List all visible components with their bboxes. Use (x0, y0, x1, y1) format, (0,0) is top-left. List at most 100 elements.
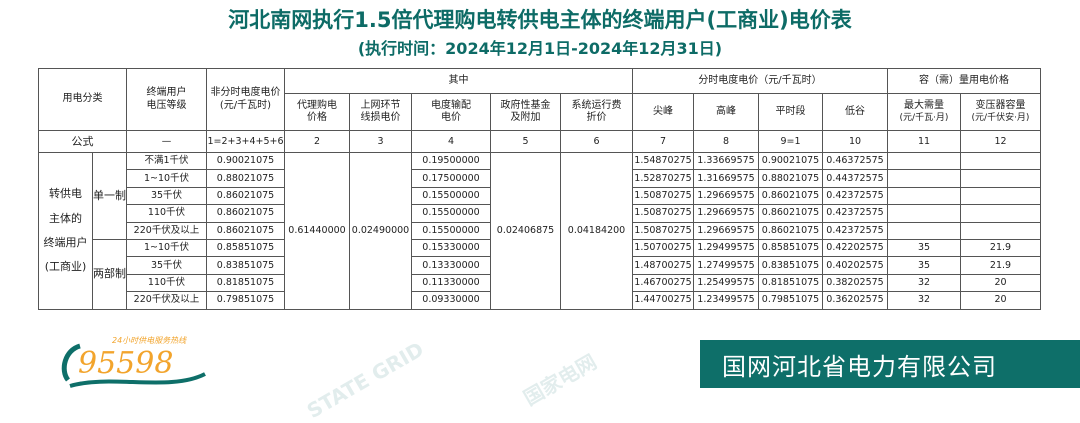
table-row: 两部制 1~10千伏 0.85851075 0.15330000 1.50700275 1… (39, 238, 1041, 310)
header-sys: 系统运行费 折价 (560, 93, 633, 131)
gov-fund-cell: 0.02406875 (490, 152, 561, 310)
header-peak-top: 尖峰 (632, 93, 694, 131)
voltage-cell: 35千伏 (126, 186, 207, 206)
max-demand-cell (887, 169, 961, 188)
formula-cell: 11 (887, 130, 961, 153)
formula-cell: — (126, 130, 207, 153)
valley-cell: 0.44372575 (822, 169, 888, 188)
header-tou: 分时电度电价（元/千瓦时） (632, 68, 888, 94)
voltage-cell: 110千伏 (126, 273, 207, 293)
nontou-price-cell: 0.83851075 (206, 256, 285, 275)
peak-cell: 1.25499575 (693, 273, 759, 293)
flat-cell: 0.86021075 (758, 186, 823, 206)
system-fee-cell: 0.04184200 (560, 152, 633, 310)
company-name: 国网河北省电力有限公司 (722, 352, 997, 381)
nontou-price-cell: 0.88021075 (206, 169, 285, 188)
valley-cell: 0.42372575 (822, 221, 888, 240)
formula-cell: 10 (822, 130, 888, 153)
formula-cell: 2 (284, 130, 350, 153)
hotline-swoosh-icon (61, 343, 206, 388)
user-group-cell: 转供电 主体的 终端用户 (工商业) (38, 152, 93, 310)
header-category: 用电分类 (38, 68, 127, 131)
formula-cell: 5 (490, 130, 561, 153)
hotline-logo: 24小时供电服务热线 95598 (60, 336, 210, 392)
header-peak: 高峰 (693, 93, 759, 131)
two-part-system-cell: 两部制 (92, 238, 127, 310)
transformer-label: 变压器容量 (975, 100, 1026, 112)
peak-cell: 1.33669575 (693, 151, 759, 171)
table-row: 220千伏及以上 0.79851075 0.09330000 1.44700275 1.… (39, 291, 1041, 310)
formula-cell: 3 (349, 130, 412, 153)
transmission-price-cell: 0.15500000 (411, 221, 491, 240)
nontou-price-cell: 0.85851075 (206, 238, 285, 258)
flat-cell: 0.88021075 (758, 169, 823, 188)
transformer-cell (960, 221, 1041, 240)
voltage-cell: 不满1千伏 (126, 151, 207, 171)
header-of-which: 其中 (284, 68, 633, 94)
peak-top-cell: 1.50870275 (632, 204, 694, 223)
transmission-price-cell: 0.15500000 (411, 186, 491, 206)
transformer-cell (960, 186, 1041, 206)
table-row: 110千伏 0.86021075 0.15500000 1.50870275 1.296… (39, 204, 1041, 223)
price-table: 用电分类 终端用户 电压等级 非分时电度电价 (元/千瓦时) 其中 分时电度电价… (38, 68, 1041, 310)
voltage-cell: 220千伏及以上 (126, 291, 207, 310)
nontou-price-cell: 0.86021075 (206, 186, 285, 206)
transmission-price-cell: 0.13330000 (411, 256, 491, 275)
max-demand-cell: 35 (887, 256, 961, 275)
formula-cell: 6 (560, 130, 633, 153)
transformer-cell (960, 169, 1041, 188)
max-demand-label: 最大需量 (904, 100, 944, 112)
peak-cell: 1.31669575 (693, 169, 759, 188)
header-nontou-price: 非分时电度电价 (元/千瓦时) (206, 68, 285, 131)
header-valley: 低谷 (822, 93, 888, 131)
flat-cell: 0.86021075 (758, 204, 823, 223)
nontou-price-cell: 0.86021075 (206, 221, 285, 240)
nontou-price-cell: 0.90021075 (206, 151, 285, 171)
peak-top-cell: 1.44700275 (632, 291, 694, 310)
transmission-price-cell: 0.17500000 (411, 169, 491, 188)
transmission-price-cell: 0.15500000 (411, 204, 491, 223)
formula-cell: 8 (693, 130, 759, 153)
page-subtitle: (执行时间：2024年12月1日-2024年12月31日) (357, 39, 723, 58)
formula-row: 公式 — 1=2+3+4+5+6 2 3 4 5 6 7 8 9=1 10 11… (38, 130, 1041, 153)
voltage-cell: 220千伏及以上 (126, 221, 207, 240)
header-voltage: 终端用户 电压等级 (126, 68, 207, 131)
formula-cell: 12 (960, 130, 1041, 153)
header-max-demand: 最大需量 (元/千瓦·月) (887, 93, 961, 131)
valley-cell: 0.38202575 (822, 273, 888, 293)
hotline-tagline: 24小时供电服务热线 (112, 336, 187, 345)
agent-price-cell: 0.61440000 (284, 152, 350, 310)
formula-cell: 4 (411, 130, 491, 153)
formula-cell: 9=1 (758, 130, 823, 153)
transformer-cell: 20 (960, 273, 1041, 293)
max-demand-cell: 32 (887, 291, 961, 310)
single-system-cell: 单一制 (92, 152, 127, 240)
valley-cell: 0.40202575 (822, 256, 888, 275)
peak-top-cell: 1.46700275 (632, 273, 694, 293)
table-row: 转供电 主体的 终端用户 (工商业) 单一制 不满1千伏 0.90021075 0.61… (38, 151, 1041, 310)
valley-cell: 0.36202575 (822, 291, 888, 310)
flat-cell: 0.86021075 (758, 221, 823, 240)
valley-cell: 0.46372575 (822, 151, 888, 171)
header-agent: 代理购电 价格 (284, 93, 350, 131)
transformer-cell: 21.9 (960, 256, 1041, 275)
max-demand-cell (887, 151, 961, 171)
peak-cell: 1.29669575 (693, 204, 759, 223)
peak-cell: 1.27499575 (693, 256, 759, 275)
watermark: 国家电网 (519, 349, 601, 411)
peak-top-cell: 1.50870275 (632, 186, 694, 206)
max-demand-cell (887, 186, 961, 206)
transformer-cell (960, 151, 1041, 171)
flat-cell: 0.81851075 (758, 273, 823, 293)
transformer-cell: 20 (960, 291, 1041, 310)
max-demand-cell: 32 (887, 273, 961, 293)
voltage-cell: 1~10千伏 (126, 169, 207, 188)
nontou-price-cell: 0.79851075 (206, 291, 285, 310)
header-trans: 电度输配 电价 (411, 93, 491, 131)
max-demand-unit: (元/千瓦·月) (899, 112, 949, 123)
table-row: 220千伏及以上 0.86021075 0.15500000 1.50870275 1.… (39, 221, 1041, 240)
peak-top-cell: 1.54870275 (632, 151, 694, 171)
voltage-cell: 1~10千伏 (126, 238, 207, 258)
formula-label: 公式 (38, 130, 127, 153)
transmission-price-cell: 0.19500000 (411, 151, 491, 171)
